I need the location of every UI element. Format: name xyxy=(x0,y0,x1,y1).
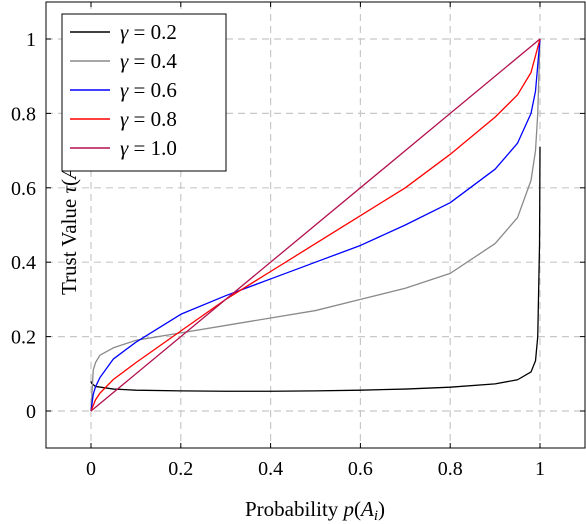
plot-frame xyxy=(45,1,586,449)
x-tick-label: 1 xyxy=(535,458,545,480)
series-line-3 xyxy=(90,38,541,412)
legend-label-5: γ = 1.0 xyxy=(120,136,177,160)
y-tick-label: 0.8 xyxy=(11,103,36,125)
series-layer xyxy=(90,38,541,412)
legend: γ = 0.2 γ = 0.4 γ = 0.6 γ = 0.8 γ = 1.0 xyxy=(61,13,227,172)
series-line-4 xyxy=(90,38,541,412)
x-tick-label: 0.8 xyxy=(438,458,463,480)
legend-label-3: γ = 0.6 xyxy=(120,78,177,102)
y-tick-label: 1 xyxy=(26,29,36,51)
ticks xyxy=(46,2,585,448)
legend-label-2: γ = 0.4 xyxy=(120,49,177,73)
y-tick-label: 0 xyxy=(26,401,36,423)
x-tick-label: 0 xyxy=(86,458,96,480)
series-line-1 xyxy=(90,146,541,392)
legend-label-4: γ = 0.8 xyxy=(120,107,177,131)
y-tick-label: 0.2 xyxy=(11,327,36,349)
series-line-5 xyxy=(90,38,541,412)
series-line-2 xyxy=(90,38,541,412)
tick-labels: 0 0.2 0.4 0.6 0.8 1 0 0.2 0.4 0.6 0.8 1 xyxy=(11,29,545,480)
y-tick-label: 0.4 xyxy=(11,252,36,274)
x-tick-label: 0.6 xyxy=(348,458,373,480)
x-tick-label: 0.2 xyxy=(168,458,193,480)
x-axis-label: Probability p(Ai) xyxy=(245,497,385,524)
y-tick-label: 0.6 xyxy=(11,178,36,200)
y-axis-label: Trust Value τ(Ai) xyxy=(57,155,84,295)
legend-box xyxy=(61,13,227,172)
x-tick-label: 0.4 xyxy=(258,458,283,480)
legend-label-1: γ = 0.2 xyxy=(120,20,177,44)
